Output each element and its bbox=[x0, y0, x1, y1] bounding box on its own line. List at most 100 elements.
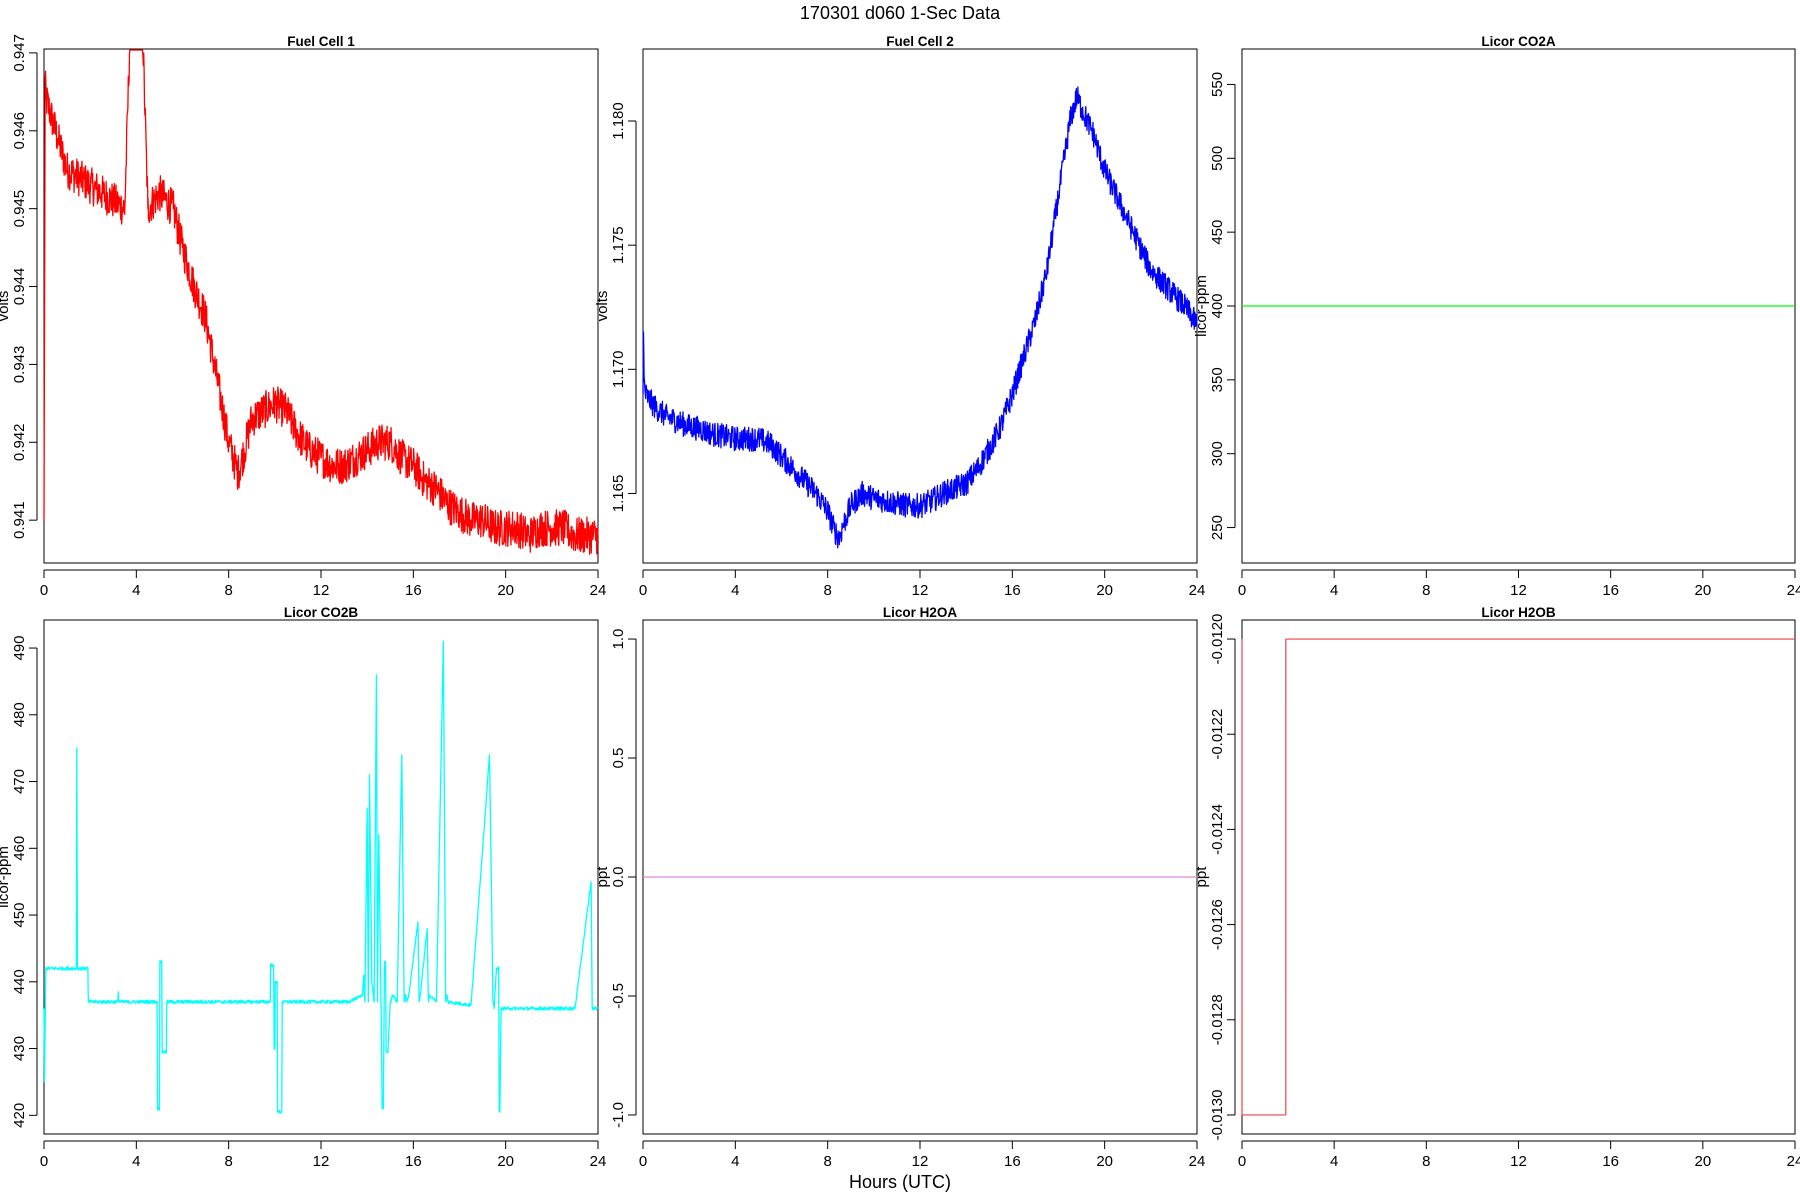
panel-title: Licor CO2A bbox=[1481, 34, 1556, 49]
y-tick-label: 430 bbox=[11, 1036, 28, 1061]
y-axis: 250 300 350 400 450 500 550 bbox=[1209, 72, 1236, 540]
x-tick-label: 4 bbox=[1330, 582, 1338, 599]
panel-title: Licor H2OB bbox=[1481, 605, 1556, 620]
y-tick-label: 490 bbox=[11, 636, 28, 661]
x-axis: 0 4 8 12 16 20 24 bbox=[639, 569, 1206, 599]
x-tick-label: 16 bbox=[405, 582, 422, 599]
y-tick-label: 250 bbox=[1209, 515, 1226, 540]
x-tick-label: 16 bbox=[1602, 582, 1619, 599]
x-axis: 0 4 8 12 16 20 24 bbox=[40, 569, 606, 599]
y-axis-title: ppt bbox=[594, 866, 611, 888]
x-tick-label: 8 bbox=[823, 582, 831, 599]
x-tick-label: 20 bbox=[1096, 1153, 1113, 1170]
y-tick-label: 0.945 bbox=[11, 190, 28, 228]
y-tick-label: 1.170 bbox=[610, 351, 627, 389]
series-line-licor-h2ob bbox=[1241, 638, 1795, 1116]
series-line-licor-co2b bbox=[43, 640, 599, 1114]
y-tick-label: -1.0 bbox=[610, 1102, 627, 1128]
y-tick-label: 1.180 bbox=[610, 102, 627, 140]
x-axis: 0 4 8 12 16 20 24 bbox=[1238, 569, 1800, 599]
x-tick-label: 0 bbox=[1238, 1153, 1246, 1170]
panel-licor-co2a: Licor CO2A 0 4 8 12 16 20 24 250 300 350 400 450 500 5… bbox=[1193, 34, 1800, 599]
y-axis: -1.0 -0.5 0.0 0.5 1.0 bbox=[610, 629, 637, 1128]
y-tick-label: -0.0122 bbox=[1209, 709, 1226, 760]
x-tick-label: 16 bbox=[1004, 582, 1021, 599]
x-tick-label: 12 bbox=[313, 582, 330, 599]
panel-title: Licor H2OA bbox=[883, 605, 958, 620]
y-tick-label: 420 bbox=[11, 1103, 28, 1128]
panel-title: Fuel Cell 1 bbox=[287, 34, 355, 49]
y-axis: 1.165 1.170 1.175 1.180 bbox=[610, 102, 637, 512]
y-tick-label: -0.0130 bbox=[1209, 1090, 1226, 1141]
y-tick-label: -0.0128 bbox=[1209, 994, 1226, 1045]
x-tick-label: 4 bbox=[731, 1153, 739, 1170]
panel-licor-h2oa: Licor H2OA 0 4 8 12 16 20 24 -1.0 -0.5 0.0 0.5 1.0 pp… bbox=[594, 605, 1205, 1170]
y-tick-label: -0.0124 bbox=[1209, 804, 1226, 855]
x-tick-label: 12 bbox=[1510, 1153, 1527, 1170]
panel-fuel-cell-1: Fuel Cell 10 4 8 12 16 20 240.9410.9420.9430.9… bbox=[0, 34, 606, 599]
x-tick-label: 20 bbox=[1694, 1153, 1711, 1170]
y-axis-title: licor-ppm bbox=[0, 846, 12, 908]
plot-frame bbox=[43, 619, 599, 1135]
x-tick-label: 20 bbox=[497, 1153, 514, 1170]
x-tick-label: 24 bbox=[1189, 582, 1206, 599]
x-tick-label: 8 bbox=[1422, 582, 1430, 599]
panel-title: Licor CO2B bbox=[284, 605, 359, 620]
x-tick-label: 0 bbox=[639, 1153, 647, 1170]
x-tick-label: 24 bbox=[1189, 1153, 1206, 1170]
y-axis: -0.0130 -0.0128 -0.0126 -0.0124 -0.0122 -0.01… bbox=[1209, 614, 1236, 1141]
x-tick-label: 0 bbox=[40, 1153, 48, 1170]
x-tick-label: 24 bbox=[1787, 582, 1800, 599]
y-tick-label: 470 bbox=[11, 769, 28, 794]
x-tick-label: 4 bbox=[1330, 1153, 1338, 1170]
y-tick-label: 450 bbox=[11, 903, 28, 928]
plot-frame bbox=[642, 48, 1198, 564]
y-tick-label: 350 bbox=[1209, 367, 1226, 392]
series-line-fuel-cell-1 bbox=[43, 49, 599, 556]
y-tick-label: 0.941 bbox=[11, 501, 28, 539]
x-axis: 0 4 8 12 16 20 24 bbox=[639, 1140, 1206, 1170]
y-tick-label: -0.0126 bbox=[1209, 899, 1226, 950]
x-tick-label: 4 bbox=[731, 582, 739, 599]
y-tick-label: 0.0 bbox=[610, 867, 627, 888]
y-tick-label: 300 bbox=[1209, 441, 1226, 466]
panel-title: Fuel Cell 2 bbox=[886, 34, 954, 49]
x-tick-label: 0 bbox=[1238, 582, 1246, 599]
y-tick-label: 550 bbox=[1209, 72, 1226, 97]
x-tick-label: 12 bbox=[1510, 582, 1527, 599]
y-tick-label: 500 bbox=[1209, 146, 1226, 171]
x-axis: 0 4 8 12 16 20 24 bbox=[1238, 1140, 1800, 1170]
y-tick-label: 0.943 bbox=[11, 346, 28, 384]
x-tick-label: 8 bbox=[224, 582, 232, 599]
y-tick-label: 0.947 bbox=[11, 34, 28, 72]
y-tick-label: 0.946 bbox=[11, 112, 28, 150]
x-tick-label: 8 bbox=[823, 1153, 831, 1170]
figure-title: 170301 d060 1-Sec Data bbox=[800, 3, 1001, 23]
x-axis: 0 4 8 12 16 20 24 bbox=[40, 1140, 606, 1170]
x-tick-label: 0 bbox=[639, 582, 647, 599]
y-tick-label: -0.5 bbox=[610, 983, 627, 1009]
x-tick-label: 4 bbox=[132, 582, 140, 599]
x-tick-label: 24 bbox=[1787, 1153, 1800, 1170]
y-axis: 420 430 440 450 460 470 480 490 bbox=[11, 636, 38, 1128]
y-tick-label: 0.944 bbox=[11, 268, 28, 306]
plot-frame bbox=[1241, 619, 1796, 1135]
x-tick-label: 12 bbox=[912, 582, 929, 599]
y-axis-title: ppt bbox=[1193, 866, 1210, 888]
y-axis: 0.941 0.942 0.943 0.944 0.945 0.946 0.947 bbox=[11, 34, 38, 539]
panel-fuel-cell-2: Fuel Cell 20 4 8 12 16 20 241.1651.1701.1751.1… bbox=[594, 34, 1205, 599]
y-axis-title: volts bbox=[0, 291, 12, 322]
x-tick-label: 4 bbox=[132, 1153, 140, 1170]
y-tick-label: 1.175 bbox=[610, 226, 627, 264]
x-tick-label: 12 bbox=[313, 1153, 330, 1170]
x-tick-label: 20 bbox=[1694, 582, 1711, 599]
y-tick-label: -0.0120 bbox=[1209, 614, 1226, 665]
y-tick-label: 400 bbox=[1209, 293, 1226, 318]
y-tick-label: 460 bbox=[11, 836, 28, 861]
series-line-fuel-cell-2 bbox=[642, 86, 1198, 549]
panels: Fuel Cell 10 4 8 12 16 20 240.9410.9420.9430.9… bbox=[0, 34, 1800, 1170]
y-tick-label: 480 bbox=[11, 702, 28, 727]
